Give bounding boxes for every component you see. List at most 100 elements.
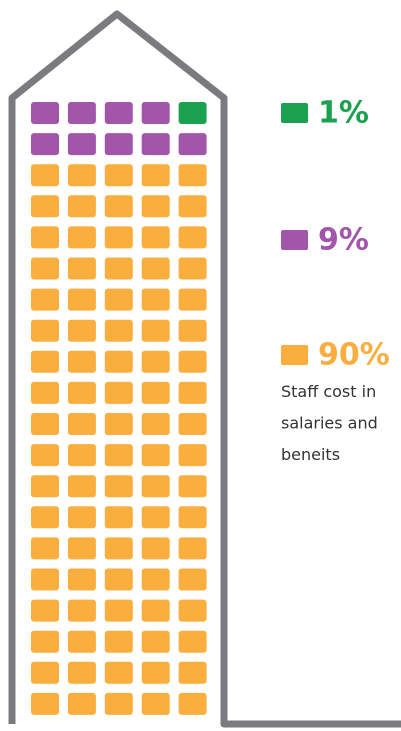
waffle-cell: [31, 164, 59, 187]
waffle-cell: [104, 164, 133, 187]
waffle-cell: [178, 506, 207, 529]
legend-percent: 9%: [318, 223, 369, 258]
waffle-cell: [31, 288, 59, 311]
waffle-cell: [141, 257, 170, 280]
waffle-cell: [178, 568, 207, 591]
waffle-cell: [31, 599, 59, 622]
waffle-cell: [141, 164, 170, 187]
waffle-cell: [67, 630, 96, 653]
waffle-cell: [31, 319, 59, 342]
waffle-cell: [104, 350, 133, 373]
waffle-cell: [31, 444, 59, 467]
waffle-cell: [104, 257, 133, 280]
legend-swatch: [281, 230, 308, 250]
waffle-cell: [141, 413, 170, 435]
waffle-cell: [67, 692, 96, 715]
waffle-cell: [178, 350, 207, 373]
waffle-cell: [31, 195, 59, 218]
waffle-cell: [31, 226, 59, 249]
waffle-cell: [141, 661, 170, 684]
waffle-cell: [178, 444, 207, 467]
waffle-cell: [67, 444, 96, 467]
legend-swatch: [281, 345, 308, 365]
waffle-cell: [141, 102, 170, 124]
waffle-cell: [67, 164, 96, 187]
legend-label: Staff cost in salaries and beneits: [281, 382, 378, 464]
waffle-cell: [141, 226, 170, 249]
waffle-cell: [104, 475, 133, 498]
waffle-cell: [178, 195, 207, 218]
waffle-cell: [104, 413, 133, 435]
waffle-cell: [141, 568, 170, 591]
waffle-cell: [31, 102, 59, 124]
waffle-cell: [141, 195, 170, 218]
waffle-cell: [67, 226, 96, 249]
waffle-cell: [141, 506, 170, 529]
waffle-cell: [104, 537, 133, 560]
waffle-cell: [141, 444, 170, 467]
waffle-cell: [178, 413, 207, 435]
waffle-cell: [67, 475, 96, 498]
waffle-cell: [178, 164, 207, 187]
waffle-cell: [104, 226, 133, 249]
waffle-cell: [104, 444, 133, 467]
waffle-cell: [104, 133, 133, 156]
waffle-cell: [67, 350, 96, 373]
waffle-cell: [141, 319, 170, 342]
legend-percent: 1%: [318, 96, 369, 131]
waffle-cell: [104, 319, 133, 342]
waffle-cell: [141, 599, 170, 622]
legend-swatch: [281, 103, 308, 123]
waffle-cell: [104, 568, 133, 591]
waffle-cell: [141, 475, 170, 498]
waffle-cell: [141, 630, 170, 653]
waffle-cell: [31, 381, 59, 404]
waffle-cell: [141, 288, 170, 311]
waffle-cell: [178, 288, 207, 311]
waffle-cell: [104, 102, 133, 124]
waffle-cell: [178, 102, 207, 124]
waffle-cell: [31, 133, 59, 156]
waffle-cell: [31, 506, 59, 529]
waffle-cell: [31, 350, 59, 373]
legend-percent: 90%: [318, 338, 390, 373]
waffle-cell: [31, 630, 59, 653]
waffle-cell: [67, 319, 96, 342]
waffle-cell: [178, 475, 207, 498]
waffle-cell: [67, 133, 96, 156]
waffle-cell: [31, 413, 59, 435]
waffle-cell: [67, 661, 96, 684]
waffle-cell: [178, 692, 207, 715]
waffle-cell: [178, 537, 207, 560]
waffle-cell: [178, 319, 207, 342]
house-outline: [8, 10, 401, 728]
waffle-cell: [31, 568, 59, 591]
waffle-cell: [104, 506, 133, 529]
waffle-cell: [104, 692, 133, 715]
waffle-cell: [31, 692, 59, 715]
waffle-cell: [178, 599, 207, 622]
waffle-cell: [178, 226, 207, 249]
waffle-cell: [67, 568, 96, 591]
waffle-cell: [31, 475, 59, 498]
waffle-cell: [178, 257, 207, 280]
waffle-cell: [67, 257, 96, 280]
waffle-cell: [104, 630, 133, 653]
waffle-cell: [67, 288, 96, 311]
waffle-cell: [141, 692, 170, 715]
waffle-cell: [67, 537, 96, 560]
waffle-cell: [104, 195, 133, 218]
waffle-cell: [67, 195, 96, 218]
waffle-cell: [104, 599, 133, 622]
waffle-cell: [31, 537, 59, 560]
waffle-cell: [141, 381, 170, 404]
waffle-cell: [141, 350, 170, 373]
waffle-cell: [67, 599, 96, 622]
waffle-cell: [178, 133, 207, 156]
waffle-cell: [104, 661, 133, 684]
waffle-cell: [178, 381, 207, 404]
waffle-cell: [141, 133, 170, 156]
waffle-cell: [67, 381, 96, 404]
